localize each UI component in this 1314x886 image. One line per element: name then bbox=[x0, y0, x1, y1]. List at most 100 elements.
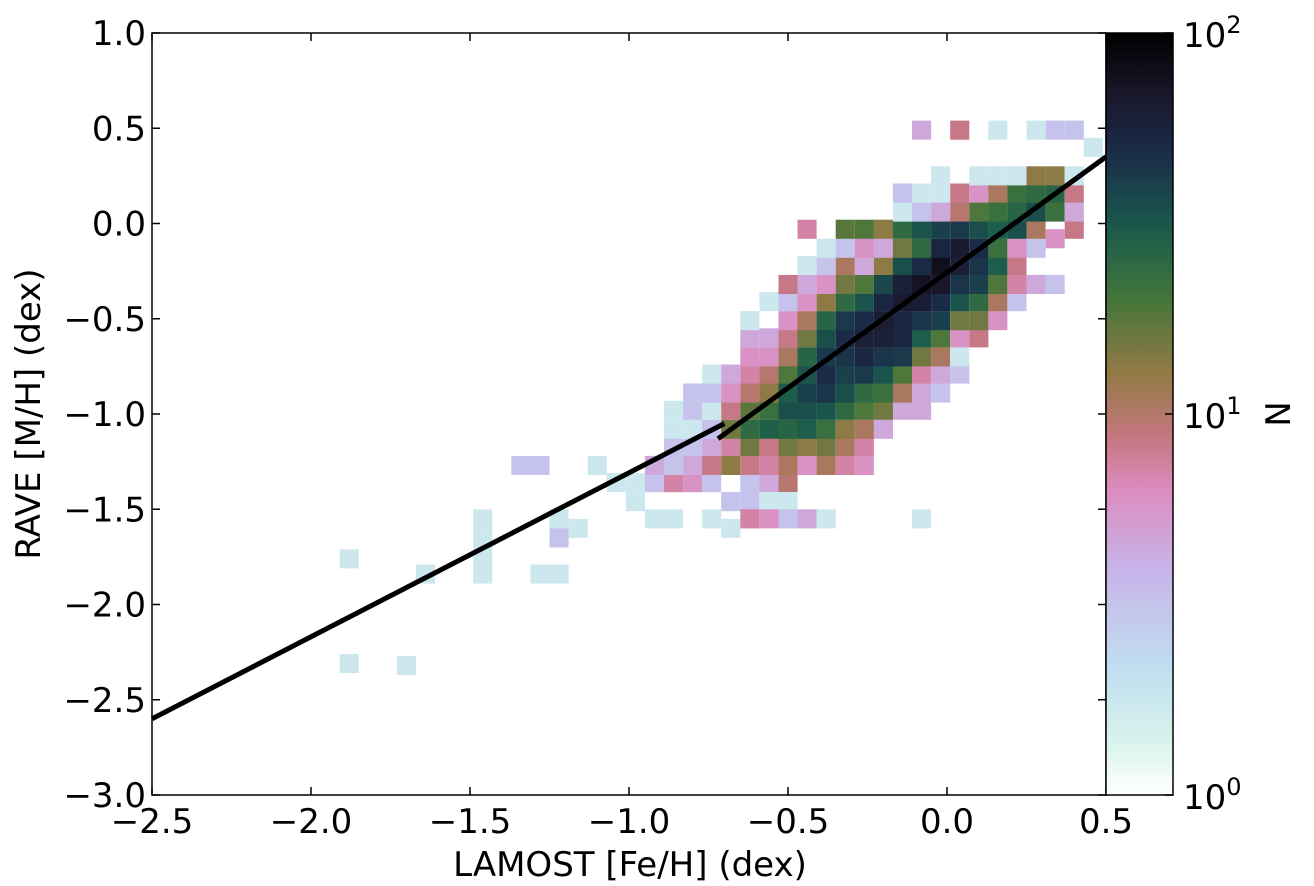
heatmap-cell bbox=[778, 473, 798, 493]
heatmap-cell bbox=[835, 419, 855, 439]
y-tick-label: −2.0 bbox=[63, 586, 146, 626]
heatmap-cell bbox=[969, 166, 989, 186]
heatmap-cell bbox=[759, 473, 779, 493]
heatmap-cell bbox=[950, 238, 970, 258]
heatmap-cell bbox=[568, 518, 588, 538]
heatmap-cell bbox=[931, 383, 951, 403]
heatmap-cell bbox=[988, 120, 1008, 140]
heatmap-cell bbox=[759, 328, 779, 348]
heatmap-cell bbox=[759, 509, 779, 529]
colorbar-tick-exponent: 1 bbox=[1226, 392, 1241, 420]
heatmap-cell bbox=[931, 183, 951, 203]
heatmap-cell bbox=[797, 274, 817, 294]
heatmap-cell bbox=[854, 311, 874, 331]
heatmap-cell bbox=[721, 364, 741, 384]
heatmap-cell bbox=[854, 364, 874, 384]
heatmap-cell bbox=[778, 400, 798, 420]
heatmap-cell bbox=[988, 311, 1008, 331]
heatmap-cell bbox=[721, 400, 741, 420]
heatmap-cell bbox=[1007, 183, 1027, 203]
heatmap-cell bbox=[797, 455, 817, 475]
heatmap-cell bbox=[797, 292, 817, 312]
y-tick-label: −0.5 bbox=[63, 300, 146, 340]
heatmap-cell bbox=[873, 383, 893, 403]
heatmap-cell bbox=[797, 509, 817, 529]
heatmap-cell bbox=[1064, 202, 1084, 222]
heatmap-cell bbox=[816, 400, 836, 420]
colorbar-gradient bbox=[1105, 32, 1174, 796]
heatmap-cell bbox=[912, 255, 932, 275]
x-tick-label: 0.0 bbox=[920, 802, 974, 842]
heatmap-cell bbox=[816, 509, 836, 529]
y-axis-ticks: −3.0 −2.5 −2.0 −1.5 −1.0 −0.5 0.0 0.5 1.0 bbox=[63, 14, 1106, 816]
heatmap-cell bbox=[740, 419, 760, 439]
heatmap-cell bbox=[931, 364, 951, 384]
heatmap-cell bbox=[1064, 183, 1084, 203]
heatmap-cell bbox=[740, 455, 760, 475]
heatmap-cell bbox=[931, 202, 951, 222]
heatmap-cell bbox=[912, 400, 932, 420]
heatmap-cell bbox=[931, 311, 951, 331]
heatmap-cell bbox=[854, 219, 874, 239]
heatmap-cell bbox=[931, 238, 951, 258]
heatmap-cell bbox=[721, 383, 741, 403]
heatmap-cell bbox=[988, 238, 1008, 258]
heatmap-cell bbox=[816, 455, 836, 475]
heatmap-cell bbox=[988, 166, 1008, 186]
fit-lines bbox=[150, 154, 1108, 722]
x-tick-label: −2.5 bbox=[111, 802, 194, 842]
heatmap-cell bbox=[1007, 255, 1027, 275]
x-tick-label: −2.0 bbox=[270, 802, 353, 842]
heatmap-cell bbox=[1026, 166, 1046, 186]
heatmap-cell bbox=[740, 473, 760, 493]
heatmap-cell bbox=[702, 473, 722, 493]
heatmap-cell bbox=[816, 419, 836, 439]
heatmap-cell bbox=[1026, 183, 1046, 203]
heatmap-cell bbox=[721, 436, 741, 456]
heatmap-cell bbox=[778, 328, 798, 348]
heatmap-cell bbox=[1026, 238, 1046, 258]
heatmap-cell bbox=[530, 455, 550, 475]
heatmap-cell bbox=[549, 528, 569, 548]
heatmap-cell bbox=[816, 328, 836, 348]
heatmap-cell bbox=[873, 347, 893, 367]
heatmap-cell bbox=[683, 400, 703, 420]
heatmap-cell bbox=[778, 274, 798, 294]
heatmap-cell bbox=[396, 655, 416, 675]
heatmap-cell bbox=[912, 183, 932, 203]
heatmap-cell bbox=[969, 202, 989, 222]
heatmap-cell bbox=[816, 436, 836, 456]
heatmap-cell bbox=[1045, 274, 1065, 294]
heatmap-cell bbox=[1007, 292, 1027, 312]
heatmap-cell bbox=[912, 328, 932, 348]
heatmap-cell bbox=[759, 436, 779, 456]
heatmap-cell bbox=[740, 383, 760, 403]
heatmap-cell bbox=[873, 255, 893, 275]
heatmap-cell bbox=[988, 202, 1008, 222]
heatmap-cell bbox=[988, 255, 1008, 275]
y-tick-label: −1.0 bbox=[63, 395, 146, 435]
heatmap-cell bbox=[683, 473, 703, 493]
heatmap-cell bbox=[931, 328, 951, 348]
heatmap-cell bbox=[702, 455, 722, 475]
heatmap-cell bbox=[931, 347, 951, 367]
heatmap-cell bbox=[950, 183, 970, 203]
heatmap-cell bbox=[721, 455, 741, 475]
heatmap-cell bbox=[988, 292, 1008, 312]
heatmap-cell bbox=[854, 400, 874, 420]
y-tick-label: 1.0 bbox=[92, 14, 146, 54]
heatmap-cell bbox=[702, 509, 722, 529]
heatmap-cell bbox=[473, 509, 493, 529]
heatmap-cell bbox=[816, 238, 836, 258]
colorbar-tick-label: 101 bbox=[1183, 392, 1242, 437]
heatmap-cell bbox=[835, 219, 855, 239]
heatmap-cell bbox=[950, 202, 970, 222]
heatmap-cell bbox=[931, 255, 951, 275]
heatmap-cell bbox=[797, 255, 817, 275]
heatmap-cell bbox=[950, 219, 970, 239]
heatmap-cell bbox=[892, 383, 912, 403]
heatmap-cell bbox=[912, 219, 932, 239]
heatmap-cell bbox=[664, 509, 684, 529]
heatmap-cell bbox=[683, 383, 703, 403]
